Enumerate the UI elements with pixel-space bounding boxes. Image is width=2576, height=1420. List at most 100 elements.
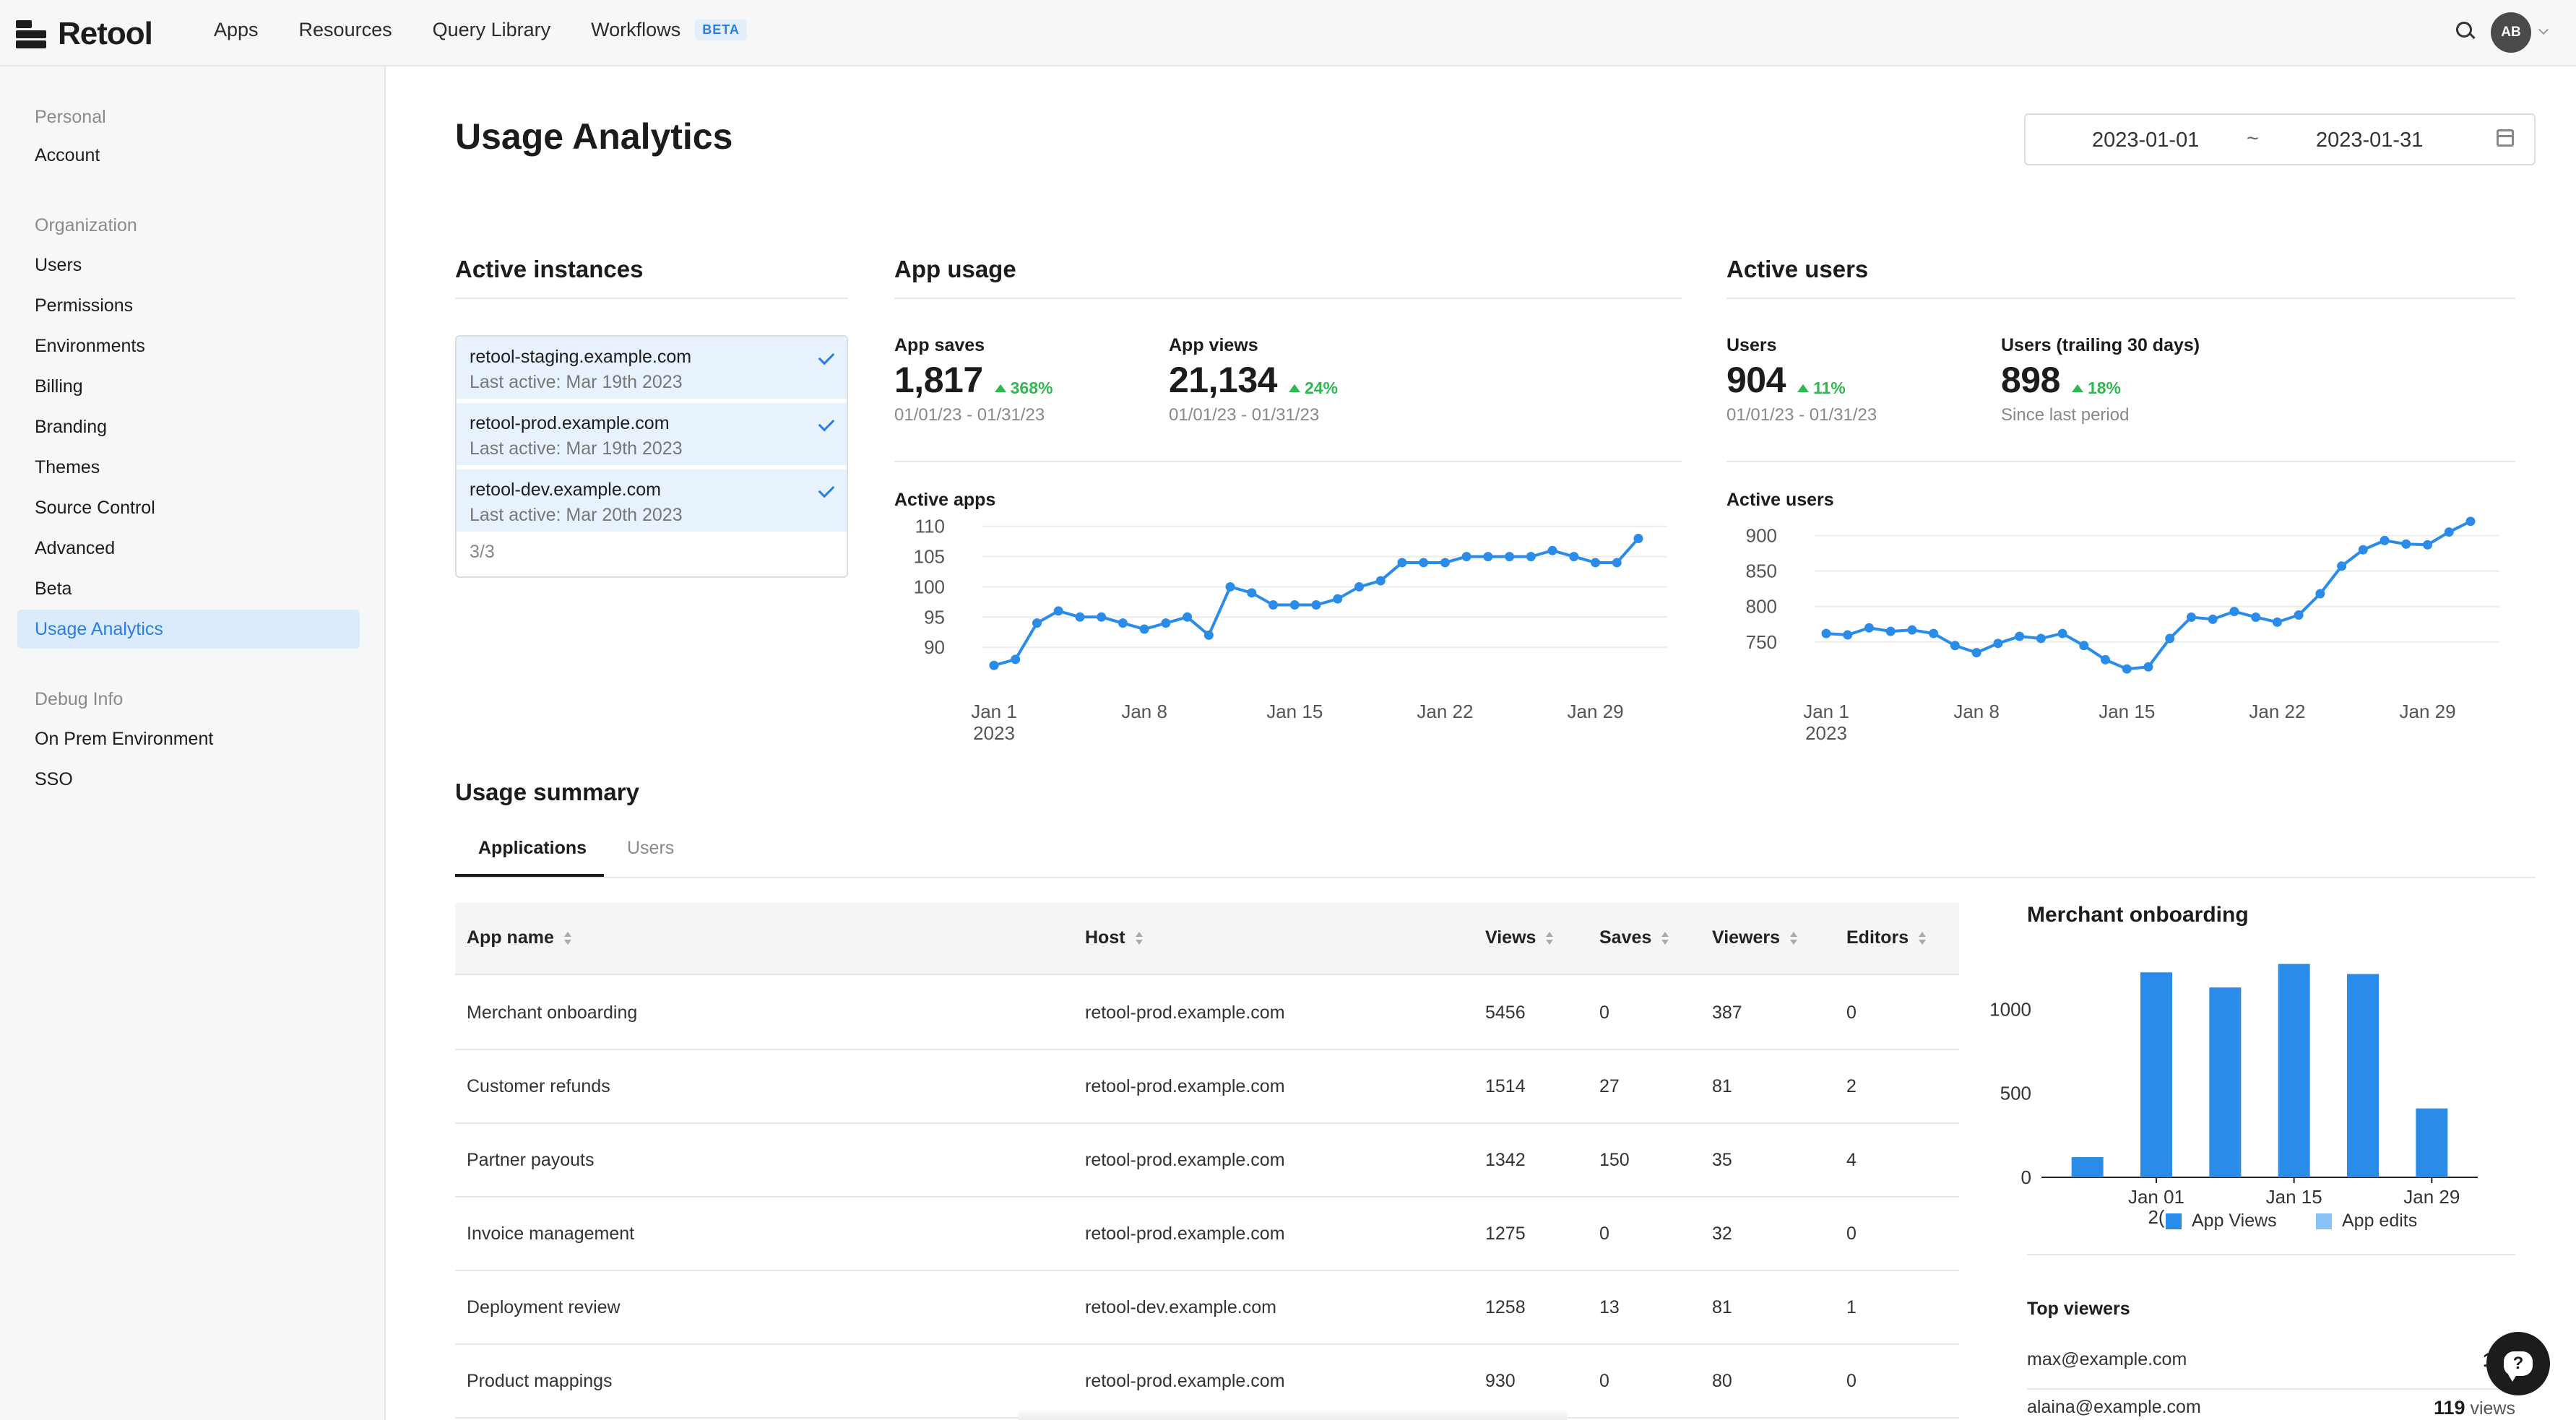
active-instances-title: Active instances — [455, 256, 644, 282]
chevron-down-icon[interactable] — [2538, 24, 2549, 35]
sidebar-item-on-prem-environment[interactable]: On Prem Environment — [35, 728, 214, 749]
nav-link-workflows-label: Workflows — [591, 19, 681, 40]
cell-host: retool-prod.example.com — [1085, 1003, 1285, 1023]
tab-users[interactable]: Users — [627, 838, 675, 858]
legend-item-app-views[interactable]: App Views — [2166, 1211, 2277, 1231]
table-header: App name Host Views Saves Viewers Editor… — [455, 903, 1959, 975]
sidebar-item-source-control[interactable]: Source Control — [35, 497, 155, 518]
calendar-icon[interactable] — [2497, 129, 2514, 147]
viewer-email: alaina@example.com — [2027, 1397, 2201, 1417]
nav-link-resources[interactable]: Resources — [298, 19, 392, 40]
active-users-title: Active users — [1726, 256, 1869, 282]
data-point — [1354, 581, 1364, 592]
divider — [2027, 1254, 2515, 1255]
instance-last-active: Last active: Mar 20th 2023 — [470, 505, 683, 525]
column-header-saves[interactable]: Saves — [1599, 927, 1669, 948]
stat-label: Users — [1726, 335, 1777, 355]
instance-row[interactable]: retool-staging.example.com Last active: … — [457, 337, 847, 400]
data-point — [2294, 610, 2304, 620]
y-tick-label: 95 — [924, 606, 945, 628]
retool-logo[interactable]: Retool — [16, 16, 153, 52]
sort-icon[interactable] — [563, 930, 571, 946]
sidebar-item-beta[interactable]: Beta — [35, 578, 72, 599]
trailing-users-stat: Users (trailing 30 days) 898 18% Since l… — [2001, 335, 2200, 425]
series-line — [1825, 520, 2471, 671]
cell-app-name: Partner payouts — [467, 1150, 595, 1170]
data-point — [1097, 612, 1107, 622]
sidebar-item-account[interactable]: Account — [35, 144, 100, 165]
delta-value: 368% — [1010, 378, 1053, 397]
data-point — [2186, 612, 2196, 622]
cell-views: 1342 — [1485, 1150, 1526, 1170]
legend-swatch — [2166, 1213, 2182, 1229]
x-tick-label: Jan 1 — [1803, 701, 1849, 722]
sidebar-item-usage-analytics[interactable]: Usage Analytics — [17, 610, 360, 649]
nav-link-apps[interactable]: Apps — [214, 19, 259, 40]
cell-editors: 2 — [1846, 1076, 1857, 1096]
x-tick-label: Jan 29 — [2403, 1186, 2460, 1208]
stat-value: 21,134 — [1169, 360, 1277, 400]
sidebar-item-billing[interactable]: Billing — [35, 376, 83, 397]
table-row[interactable]: Invoice management retool-prod.example.co… — [455, 1198, 1959, 1271]
data-point — [1526, 552, 1536, 562]
table-row[interactable]: Customer refunds retool-prod.example.com 1… — [455, 1050, 1959, 1124]
table-row[interactable]: Partner payouts retool-prod.example.com 13… — [455, 1124, 1959, 1198]
search-icon[interactable] — [2455, 20, 2476, 42]
sidebar-item-advanced[interactable]: Advanced — [35, 537, 116, 558]
help-chat-button[interactable]: ? — [2486, 1332, 2550, 1395]
legend-item-app-edits[interactable]: App edits — [2316, 1211, 2417, 1231]
column-header-app-name[interactable]: App name — [467, 927, 571, 948]
data-point — [2122, 664, 2132, 674]
sort-icon[interactable] — [1135, 930, 1143, 946]
data-point — [2272, 617, 2282, 627]
tab-applications[interactable]: Applications — [478, 838, 587, 858]
nav-link-query-library[interactable]: Query Library — [432, 19, 551, 40]
avatar[interactable]: AB — [2491, 12, 2531, 53]
cell-views: 1514 — [1485, 1076, 1526, 1096]
column-header-viewers[interactable]: Viewers — [1712, 927, 1798, 948]
date-end[interactable]: 2023-01-31 — [2316, 129, 2424, 152]
sort-icon[interactable] — [1919, 930, 1927, 946]
cell-editors: 1 — [1846, 1297, 1857, 1317]
sidebar-item-sso[interactable]: SSO — [35, 769, 73, 789]
cell-host: retool-dev.example.com — [1085, 1297, 1276, 1317]
instance-row[interactable]: retool-prod.example.com Last active: Mar… — [457, 403, 847, 467]
divider — [1726, 298, 2515, 299]
instance-last-active: Last active: Mar 19th 2023 — [470, 372, 683, 392]
data-point — [1397, 558, 1407, 568]
column-header-host[interactable]: Host — [1085, 927, 1143, 948]
data-point — [2401, 539, 2411, 549]
column-header-label: Editors — [1846, 927, 1909, 948]
sidebar-item-users[interactable]: Users — [35, 254, 82, 275]
cell-app-name: Merchant onboarding — [467, 1003, 638, 1023]
data-point — [2315, 589, 2325, 599]
sidebar-item-environments[interactable]: Environments — [35, 335, 145, 356]
x-tick-label: Jan 1 — [971, 701, 1017, 722]
table-row[interactable]: Merchant onboarding retool-prod.example.c… — [455, 977, 1959, 1050]
x-tick-label: Jan 15 — [2099, 701, 2155, 722]
x-tick-label: Jan 22 — [2249, 701, 2305, 722]
y-tick-label: 900 — [1746, 524, 1777, 546]
sort-icon[interactable] — [1661, 930, 1669, 946]
y-tick-label: 800 — [1746, 596, 1777, 618]
column-header-views[interactable]: Views — [1485, 927, 1554, 948]
sidebar-item-themes[interactable]: Themes — [35, 456, 100, 477]
instance-count: 3/3 — [470, 542, 495, 562]
cell-viewers: 387 — [1712, 1003, 1742, 1023]
instance-row[interactable]: retool-dev.example.com Last active: Mar … — [457, 469, 847, 533]
column-header-editors[interactable]: Editors — [1846, 927, 1927, 948]
nav-link-workflows[interactable]: Workflows BETA — [591, 19, 747, 41]
sort-icon[interactable] — [1790, 930, 1798, 946]
table-row[interactable]: Deployment review retool-dev.example.com 1… — [455, 1271, 1959, 1345]
data-point — [1419, 558, 1429, 568]
sidebar-item-branding[interactable]: Branding — [35, 416, 108, 437]
sort-icon[interactable] — [1546, 930, 1554, 946]
date-start[interactable]: 2023-01-01 — [2092, 129, 2200, 152]
table-row[interactable]: Product mappings retool-prod.example.com 9… — [455, 1345, 1959, 1419]
date-range-picker[interactable]: 2023-01-01 ~ 2023-01-31 — [2024, 113, 2536, 165]
sidebar-item-permissions[interactable]: Permissions — [35, 295, 134, 316]
active-users-chart: 750 800 850 900 Jan 1 Jan 8 Jan 15 Jan 22 Jan 29… — [1746, 516, 2499, 744]
cell-saves: 150 — [1599, 1150, 1630, 1170]
y-tick-label: 750 — [1746, 631, 1777, 653]
stat-value: 1,817 — [894, 360, 983, 400]
